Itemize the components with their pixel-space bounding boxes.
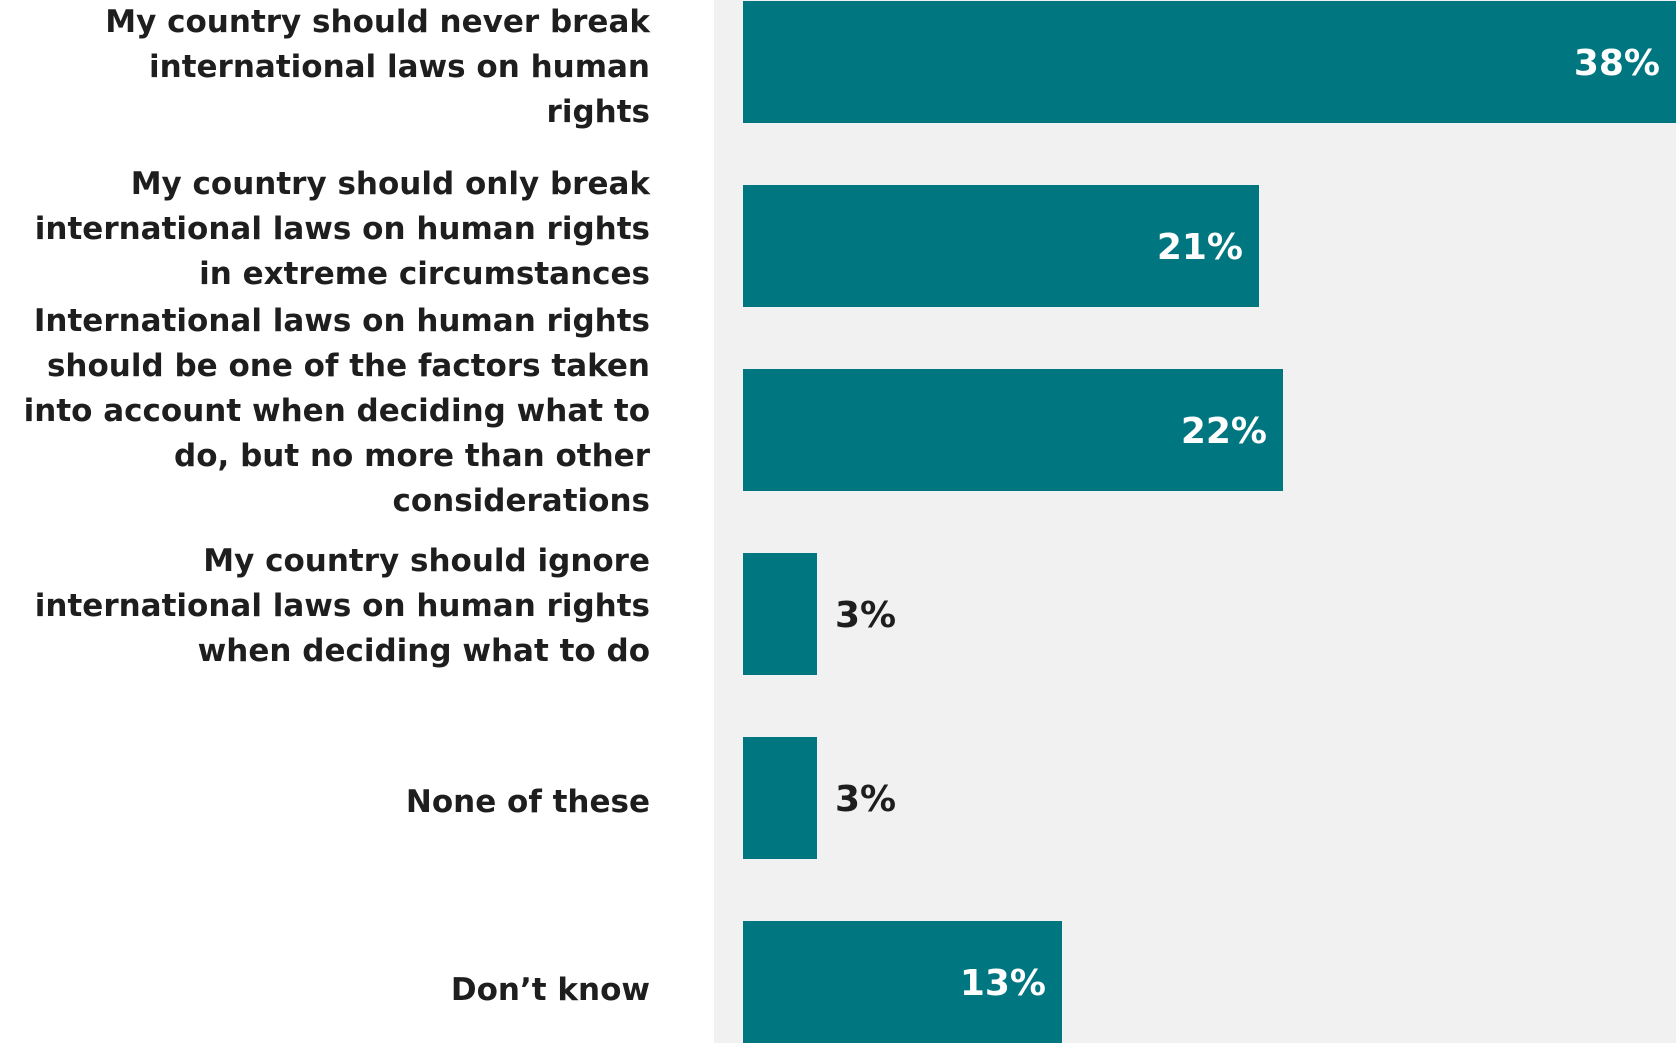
category-label-6: Don’t know	[451, 972, 650, 1008]
bar-4	[743, 553, 817, 675]
category-label-line: international laws on human rights	[35, 211, 650, 247]
category-label-line: considerations	[392, 483, 650, 519]
bars	[743, 1, 1676, 1043]
value-labels: 38% 21% 22% 3% 3% 13%	[835, 43, 1660, 1004]
bar-2	[743, 185, 1259, 307]
value-label-5: 3%	[835, 779, 896, 820]
category-label-line: international laws on human	[149, 49, 650, 85]
category-label-2: My country should only break internationa…	[35, 166, 652, 292]
category-label-line: do, but no more than other	[174, 438, 651, 474]
category-label-line: should be one of the factors taken	[47, 348, 650, 384]
category-label-line: Don’t know	[451, 972, 650, 1008]
value-label-2: 21%	[1157, 227, 1243, 268]
category-label-line: when deciding what to do	[198, 633, 650, 669]
bar-5	[743, 737, 817, 859]
value-label-4: 3%	[835, 595, 896, 636]
bar-1	[743, 1, 1676, 123]
plot-background	[714, 0, 1676, 1043]
category-label-3: International laws on human rights should…	[24, 303, 651, 519]
category-label-line: International laws on human rights	[34, 303, 650, 339]
value-label-6: 13%	[960, 963, 1046, 1004]
category-label-line: None of these	[406, 784, 650, 820]
category-label-line: in extreme circumstances	[199, 256, 650, 292]
category-label-line: international laws on human rights	[35, 588, 650, 624]
bar-6	[743, 921, 1062, 1043]
value-label-3: 22%	[1181, 411, 1267, 452]
category-label-line: rights	[547, 94, 650, 130]
category-label-5: None of these	[406, 784, 650, 820]
category-label-1: My country should never break internation…	[105, 4, 651, 130]
category-label-line: My country should never break	[105, 4, 651, 40]
category-label-line: into account when deciding what to	[24, 393, 650, 429]
category-label-line: My country should only break	[131, 166, 652, 202]
category-labels: My country should never break internation…	[24, 4, 652, 1008]
category-label-line: My country should ignore	[203, 543, 650, 579]
value-label-1: 38%	[1574, 43, 1660, 84]
category-label-4: My country should ignore international la…	[35, 543, 650, 669]
bar-3	[743, 369, 1283, 491]
